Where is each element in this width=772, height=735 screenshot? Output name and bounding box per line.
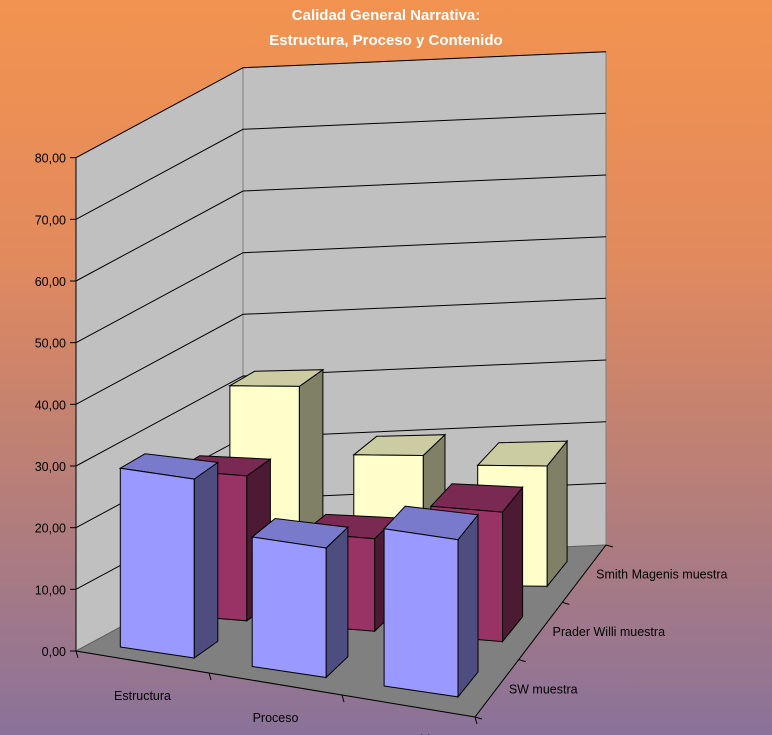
bar-1-3-front	[383, 528, 459, 698]
y-tick-label: 80,00	[35, 152, 66, 166]
x-tick-mark	[75, 650, 79, 659]
x-tick-label: Proceso	[253, 711, 299, 725]
gridline	[75, 297, 607, 405]
bar-1-2-front	[251, 536, 327, 679]
gridline	[75, 359, 607, 467]
bar-1-2-side	[325, 526, 349, 679]
x-tick-label: Estructura	[114, 689, 171, 703]
z-tick-mark	[605, 544, 614, 548]
z-tick-mark	[518, 659, 526, 663]
z-tick-mark	[562, 601, 570, 605]
y-tick-label: 0,00	[42, 645, 66, 659]
z-tick-mark	[474, 716, 483, 720]
x-tick-label: Contenido	[380, 733, 437, 735]
category-axis	[75, 650, 476, 718]
x-tick-mark	[208, 672, 212, 681]
y-tick-label: 70,00	[35, 213, 66, 227]
y-tick-label: 10,00	[35, 583, 66, 597]
gridline	[75, 236, 607, 344]
bar-1-1-front	[119, 467, 195, 659]
y-tick-label: 40,00	[35, 398, 66, 412]
y-tick-label: 60,00	[35, 275, 66, 289]
bar-1-3-side	[457, 513, 479, 699]
plot-area: 0,00 10,00 20,00 30,00 40,00 50,00 60,00 70,00 8…	[35, 51, 728, 735]
y-tick-label: 50,00	[35, 337, 66, 351]
y-tick-label: 20,00	[35, 522, 66, 536]
gridline	[75, 51, 607, 159]
chart-title-line-1: Calidad General Narrativa:	[292, 7, 480, 24]
bar-1-1-side	[193, 461, 219, 659]
x-tick-mark	[474, 716, 478, 725]
gridline	[75, 112, 607, 220]
series-axis	[474, 544, 607, 718]
chart-title-line-2: Estructura, Proceso y Contenido	[269, 32, 502, 49]
series-label: Prader Willi muestra	[553, 625, 666, 639]
series-label: SW muestra	[509, 682, 578, 696]
x-tick-mark	[341, 694, 345, 703]
bar-2-3-side	[502, 485, 524, 644]
y-tick-label: 30,00	[35, 460, 66, 474]
gridline	[75, 174, 607, 282]
series-label: Smith Magenis muestra	[596, 568, 727, 582]
